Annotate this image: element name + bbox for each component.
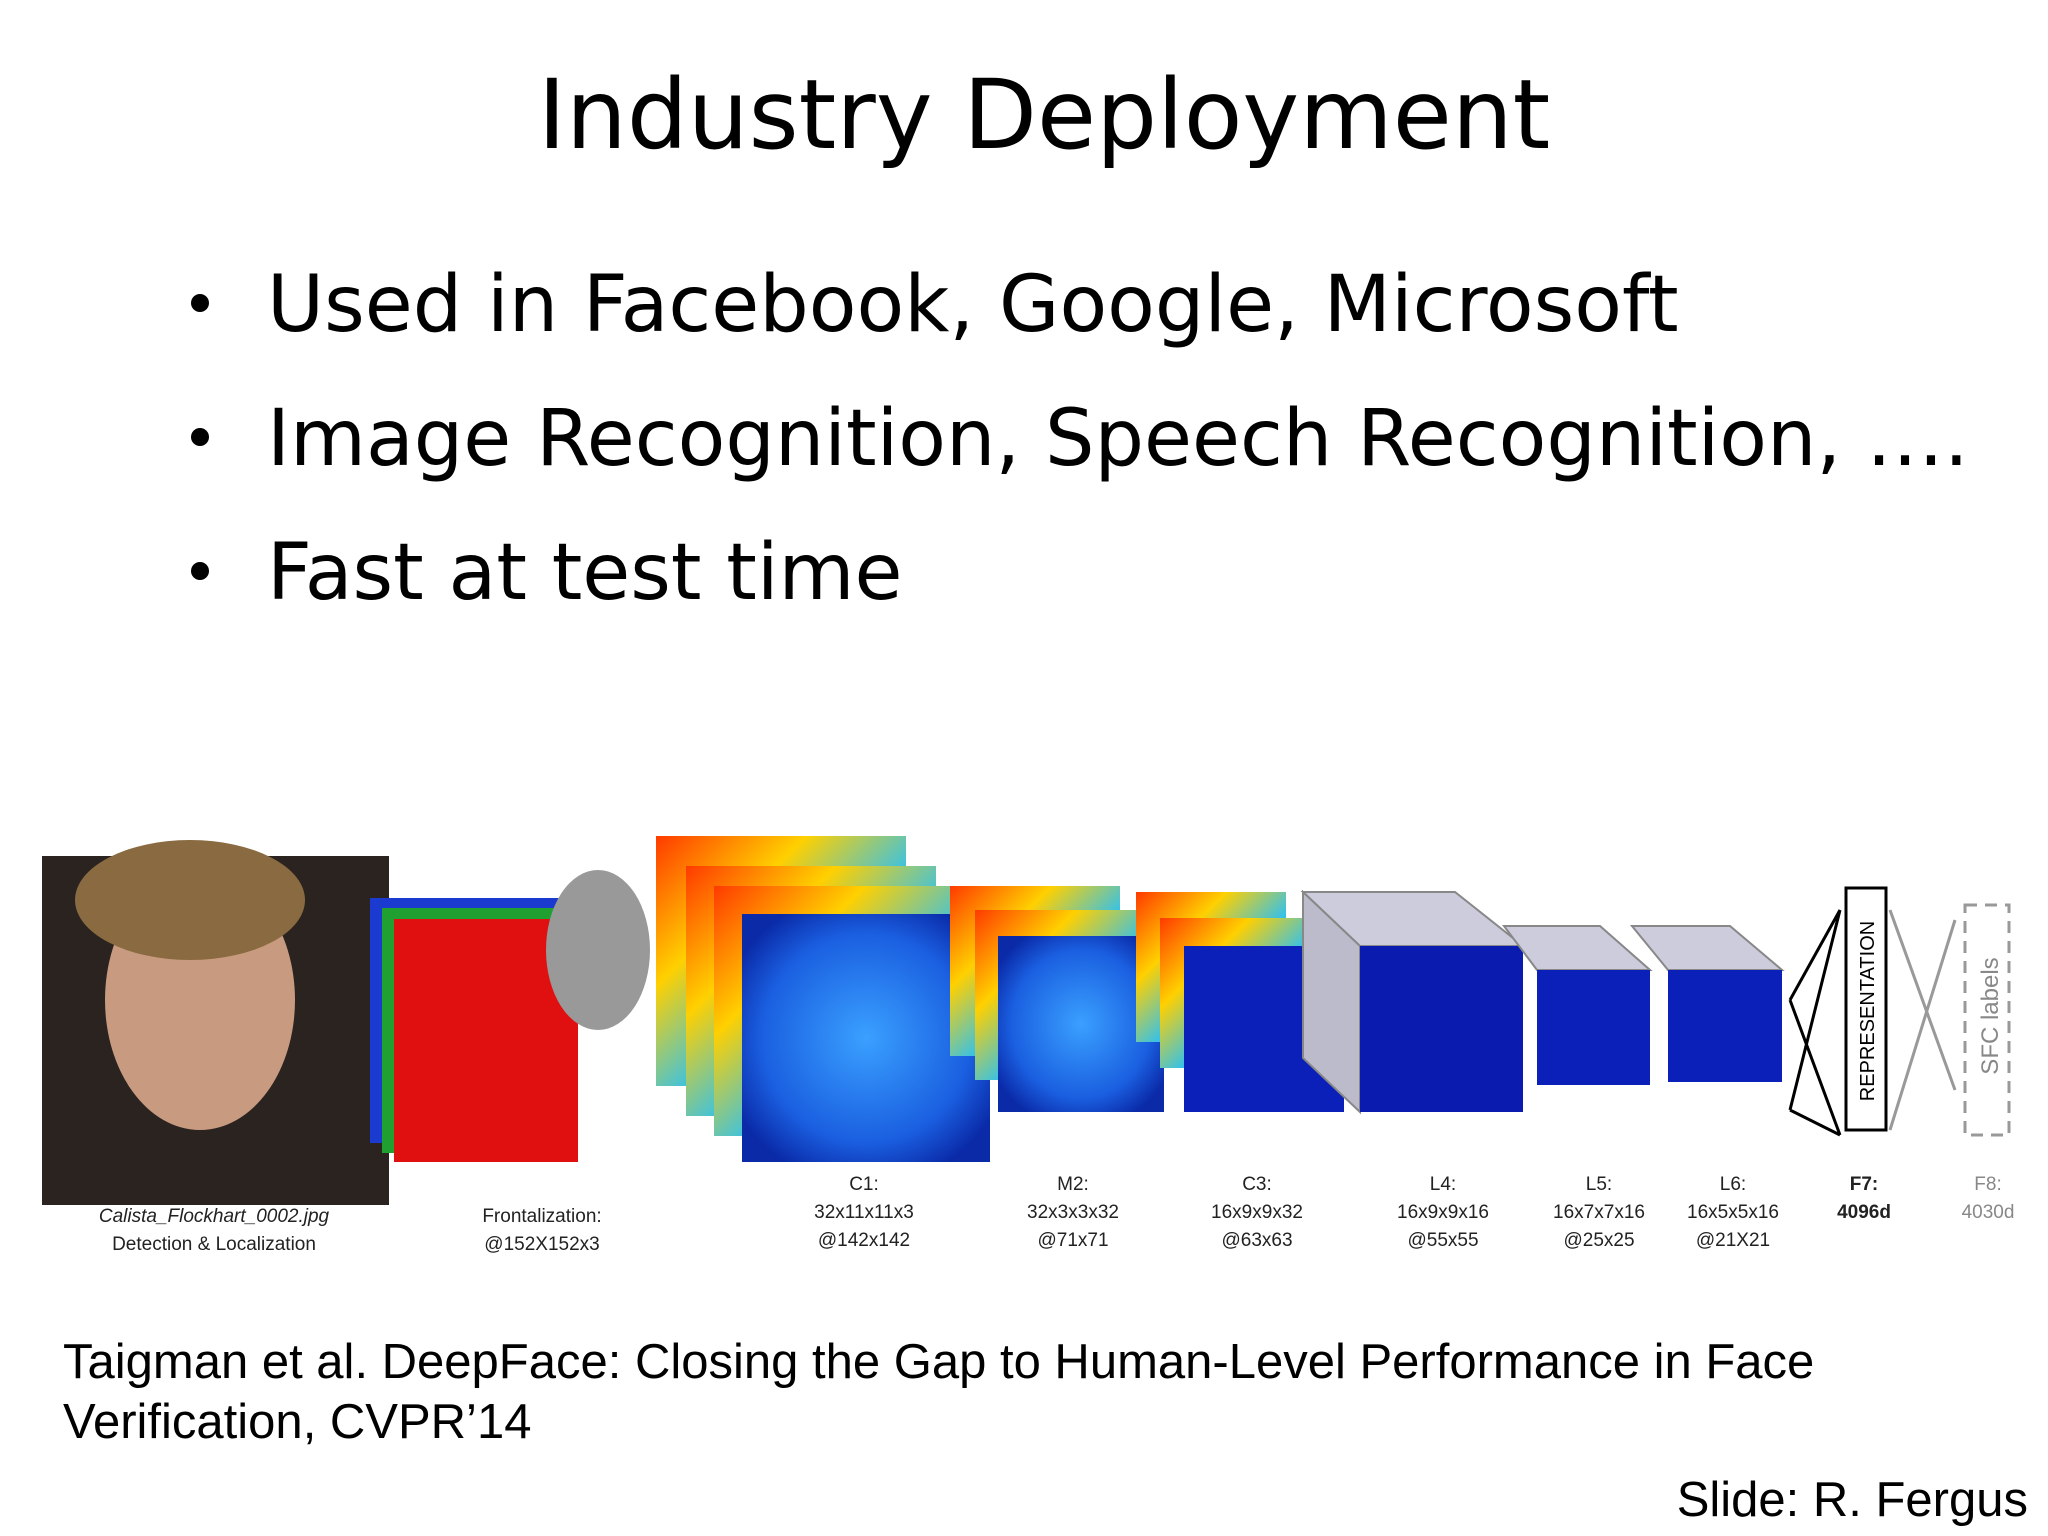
- citation-line: Verification, CVPR’14: [63, 1395, 531, 1449]
- citation-line: Taigman et al. DeepFace: Closing the Gap…: [63, 1335, 1814, 1389]
- bullet-text: Image Recognition, Speech Recognition, ……: [267, 394, 1969, 484]
- l5-block: [1502, 925, 1653, 1085]
- stage-label: 4030d: [1962, 1202, 2015, 1223]
- stage-label: L5:: [1586, 1174, 1612, 1195]
- bullet-text: Fast at test time: [267, 528, 903, 618]
- stage-label: @21X21: [1696, 1230, 1770, 1251]
- stage-label: 16x5x5x16: [1687, 1202, 1779, 1223]
- stage-label: 16x9x9x32: [1211, 1202, 1303, 1223]
- stage-label: @63x63: [1221, 1230, 1292, 1251]
- stage-label: Detection & Localization: [112, 1234, 316, 1255]
- credit: Slide: R. Fergus: [1677, 1473, 2028, 1527]
- stage-label: F7:: [1850, 1174, 1879, 1195]
- stage-label: @55x55: [1407, 1230, 1478, 1251]
- bullet-dot: [191, 562, 209, 580]
- slide-title: Industry Deployment: [538, 59, 1551, 171]
- stage-label: Frontalization:: [482, 1206, 601, 1227]
- stage-label: @152X152x3: [484, 1234, 599, 1255]
- stage-label: C3:: [1242, 1174, 1272, 1195]
- l6-block: [1629, 925, 1785, 1082]
- stage-label: C1:: [849, 1174, 879, 1195]
- 3d-model: [546, 870, 650, 1030]
- stage-label: 16x7x7x16: [1553, 1202, 1645, 1223]
- stage-label: L4:: [1430, 1174, 1456, 1195]
- bullet-dot: [191, 428, 209, 446]
- stage-label: F8:: [1974, 1174, 2001, 1195]
- f7-box: [1844, 886, 1888, 1132]
- stage-label: @25x25: [1563, 1230, 1634, 1251]
- c1-maps: [656, 836, 990, 1162]
- connections-f8: [1888, 909, 1957, 1131]
- figure: REPRESENTATION SFC labels Calista_Flockh…: [42, 836, 2014, 1255]
- l4-block: [1300, 889, 1526, 1115]
- stage-label: 32x11x11x3: [814, 1202, 914, 1223]
- stage-label: @71x71: [1037, 1230, 1108, 1251]
- stage-label: 16x9x9x16: [1397, 1202, 1489, 1223]
- sfc-label: SFC labels: [1977, 957, 2004, 1074]
- stage-label: Calista_Flockhart_0002.jpg: [99, 1206, 330, 1227]
- f8-box: [1963, 903, 2011, 1137]
- c3-maps: [1136, 892, 1344, 1112]
- stage-label: L6:: [1720, 1174, 1746, 1195]
- representation-label: REPRESENTATION: [1857, 921, 1879, 1101]
- stage-label: 4096d: [1837, 1202, 1891, 1223]
- stage-label: @142x142: [818, 1230, 910, 1251]
- stage-label: M2:: [1057, 1174, 1089, 1195]
- hair: [75, 840, 305, 960]
- bullet-text: Used in Facebook, Google, Microsoft: [267, 260, 1679, 350]
- bullet-list: Used in Facebook, Google, Microsoft Image…: [191, 260, 1969, 618]
- connections: [1788, 909, 1842, 1137]
- m2-maps: [950, 886, 1164, 1112]
- bullet-dot: [191, 294, 209, 312]
- stage-labels: Calista_Flockhart_0002.jpg Detection & Lo…: [99, 1174, 2015, 1255]
- stage-label: 32x3x3x32: [1027, 1202, 1119, 1223]
